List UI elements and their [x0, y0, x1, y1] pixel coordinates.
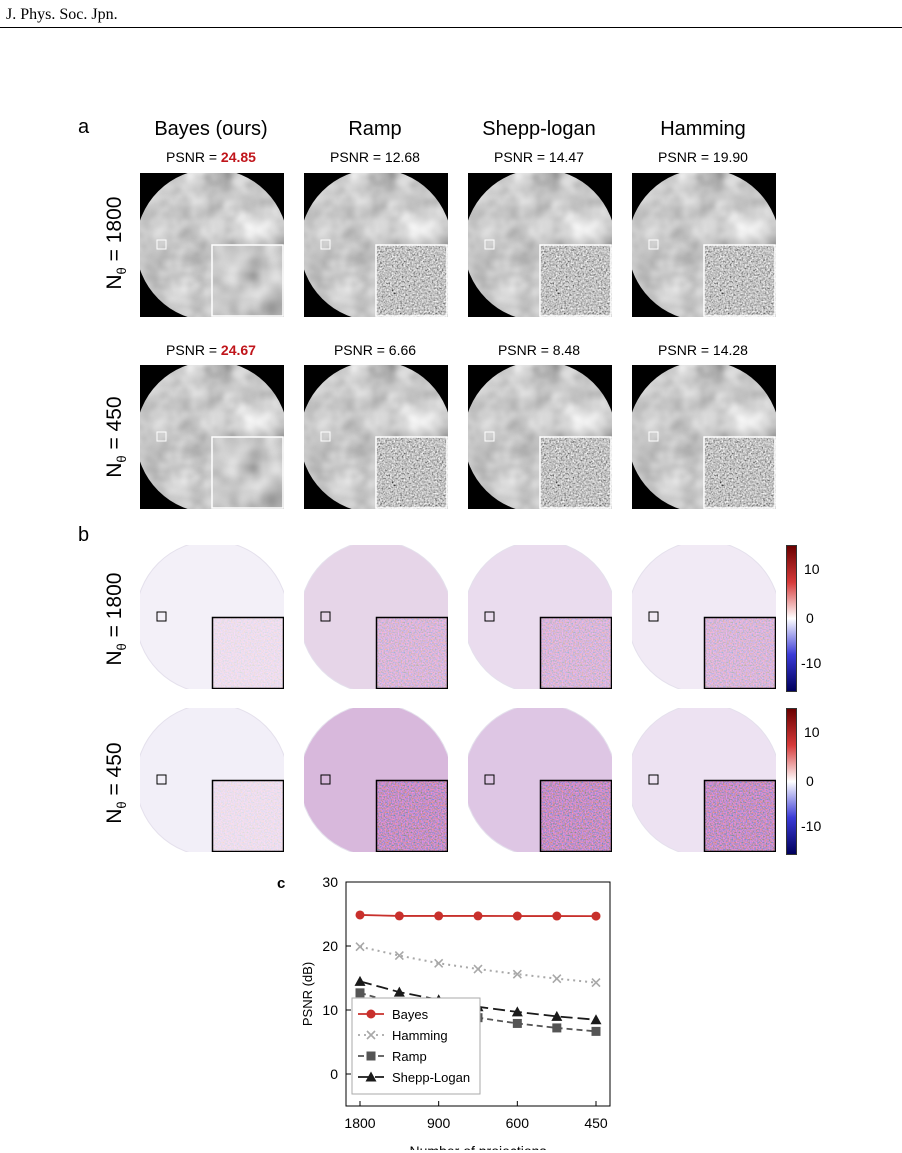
legend-label: Ramp [392, 1049, 427, 1064]
x-tick-label: 450 [584, 1115, 608, 1131]
data-point-hamming [434, 958, 444, 968]
legend-marker [366, 1009, 376, 1019]
reconstruction-tile-ramp-450 [304, 365, 448, 509]
y-tick-label: 0 [330, 1066, 338, 1082]
reconstruction-tile-bayes-1800 [140, 173, 284, 317]
data-point-bayes [394, 911, 404, 921]
data-point-ramp [355, 988, 365, 998]
error-tile-ramp-1800 [304, 545, 448, 689]
x-tick-label: 1800 [344, 1115, 375, 1131]
colorbar-tick: 0 [806, 610, 814, 626]
data-point-hamming [552, 974, 562, 984]
header-rule [0, 27, 902, 28]
data-point-shepp-logan [511, 1006, 523, 1017]
psnr-label: PSNR = 24.67 [166, 342, 256, 358]
colorbar [786, 545, 797, 692]
data-point-ramp [552, 1023, 562, 1033]
reconstruction-tile-ramp-1800 [304, 173, 448, 317]
legend-marker [366, 1051, 376, 1061]
data-point-hamming [473, 964, 483, 974]
y-tick-label: 20 [322, 938, 338, 954]
psnr-label: PSNR = 6.66 [333, 342, 417, 358]
colorbar-tick: -10 [801, 818, 822, 834]
psnr-line-chart: 0 10 20 30 1800 900 600 450 Number of projection… [300, 874, 611, 1150]
journal-header: J. Phys. Soc. Jpn. [6, 6, 118, 23]
data-point-bayes [552, 911, 562, 921]
data-point-bayes [355, 910, 365, 920]
data-point-shepp-logan [590, 1014, 602, 1025]
panel-b-letter: b [78, 524, 90, 546]
data-point-hamming [591, 978, 601, 988]
x-tick-label: 900 [427, 1115, 451, 1131]
data-point-bayes [473, 911, 483, 921]
colorbar-tick: 10 [804, 561, 820, 577]
data-point-hamming [355, 942, 365, 952]
psnr-label: PSNR = 12.68 [330, 149, 420, 165]
psnr-label: PSNR = 19.90 [658, 149, 748, 165]
psnr-label: PSNR = 14.28 [658, 342, 748, 358]
colorbar-tick: 0 [806, 773, 814, 789]
psnr-label: PSNR = 14.47 [494, 149, 584, 165]
error-tile-shepp-logan-1800 [468, 545, 612, 689]
y-axis-label: PSNR (dB) [300, 962, 315, 1026]
reconstruction-tile-shepp-logan-450 [468, 365, 612, 509]
data-point-hamming [512, 969, 522, 979]
row-label-1800: Nθ = 1800 [102, 196, 130, 290]
error-tile-shepp-logan-450 [468, 708, 612, 852]
data-point-bayes [434, 911, 444, 921]
reconstruction-tile-hamming-450 [632, 365, 776, 509]
column-header-shepp-logan: Shepp-logan [482, 118, 596, 140]
psnr-label: PSNR = 8.48 [497, 342, 581, 358]
error-tile-bayes-1800 [140, 545, 284, 689]
reconstruction-tile-hamming-1800 [632, 173, 776, 317]
x-tick-label: 600 [506, 1115, 530, 1131]
x-axis-label: Number of projections [410, 1143, 547, 1150]
data-point-shepp-logan [354, 975, 366, 986]
colorbar-tick: -10 [801, 655, 822, 671]
row-label-450: Nθ = 450 [102, 742, 130, 824]
reconstruction-tile-bayes-450 [140, 365, 284, 509]
legend-label: Bayes [392, 1007, 429, 1022]
error-tile-hamming-1800 [632, 545, 776, 689]
psnr-label: PSNR = 24.85 [166, 149, 256, 165]
data-point-shepp-logan [393, 986, 405, 997]
plot-frame [345, 881, 611, 1107]
data-point-shepp-logan [551, 1010, 563, 1021]
column-header-ramp: Ramp [348, 118, 402, 140]
data-point-bayes [591, 911, 601, 921]
data-point-ramp [512, 1018, 522, 1028]
legend-marker [365, 1071, 377, 1082]
error-tile-hamming-450 [632, 708, 776, 852]
legend-label: Shepp-Logan [392, 1070, 470, 1085]
data-point-ramp [591, 1026, 601, 1036]
row-label-1800: Nθ = 1800 [102, 572, 130, 666]
column-header-hamming: Hamming [660, 118, 746, 140]
data-point-hamming [394, 951, 404, 961]
panel-c-letter: c [277, 875, 286, 892]
data-point-bayes [512, 911, 522, 921]
colorbar-tick: 10 [804, 724, 820, 740]
legend-marker [366, 1030, 376, 1040]
y-tick-label: 10 [322, 1002, 338, 1018]
y-tick-label: 30 [322, 874, 338, 890]
error-tile-bayes-450 [140, 708, 284, 852]
error-tile-ramp-450 [304, 708, 448, 852]
legend-label: Hamming [392, 1028, 448, 1043]
column-header-bayes: Bayes (ours) [154, 118, 268, 140]
panel-a-letter: a [78, 116, 90, 138]
reconstruction-tile-shepp-logan-1800 [468, 173, 612, 317]
row-label-450: Nθ = 450 [102, 396, 130, 478]
colorbar [786, 708, 797, 855]
